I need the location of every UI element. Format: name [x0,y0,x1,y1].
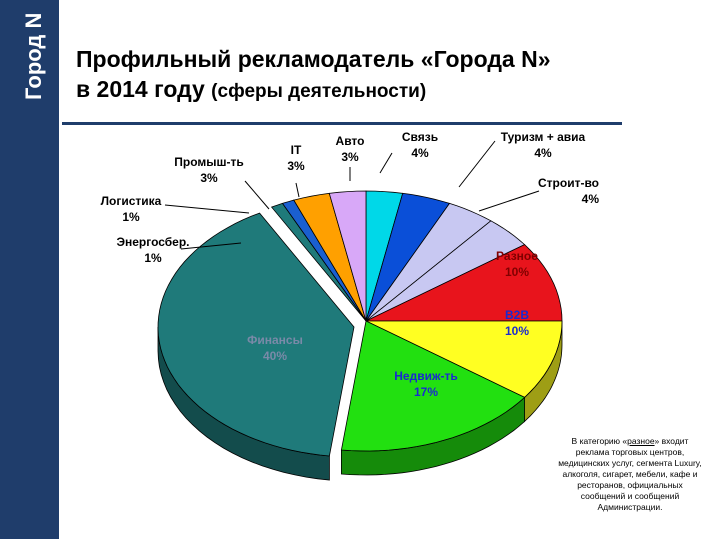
pie-slice-2 [365,202,492,322]
title-line-2-sub: (сферы деятельности) [211,81,427,102]
title-line-2-main: в 2014 году [76,76,212,102]
slice-name-label: Разное [496,249,538,263]
brand-logo-text: Город N [21,12,46,100]
slice-value-label: 10% [505,324,529,338]
pie-slice-4 [365,244,563,322]
pie-slice-11 [328,190,367,322]
slice-value-label: 3% [341,150,359,164]
slice-name-label: Промыш-ть [174,155,244,169]
brand-sidebar: Город N [0,0,59,539]
slice-name-label: Энергосбер. [116,235,189,249]
title-line-1: Профильный рекламодатель «Города N» [76,46,551,72]
slice-name-label: Авто [336,134,365,148]
leader-line-10 [244,180,270,210]
pie-slice-7 [157,212,355,457]
leader-line-1 [379,152,393,174]
slice-name-label: Строит-во [538,176,599,190]
footnote-link[interactable]: разное [627,436,655,446]
footnote-text: » входит реклама торговых центров, медиц… [558,436,702,512]
slice-value-label: 4% [582,192,600,206]
slice-name-label: Связь [402,130,438,144]
slice-value-label: 17% [414,385,438,399]
footnote: В категорию «разное» входит реклама торг… [554,436,706,513]
leader-line-3 [478,190,540,212]
pie-slice-1 [365,192,451,322]
leader-line-11 [295,182,300,198]
pie-slice-6 [340,320,526,452]
slice-name-label: Туризм + авиа [501,130,586,144]
slice-value-label: 1% [122,210,140,224]
pie-slice-3 [365,220,526,322]
pie-slice-5 [365,320,563,398]
slice-name-label: IT [291,143,302,157]
slice-value-label: 1% [144,251,162,265]
slice-value-label: 10% [505,265,529,279]
slice-name-label: Недвиж-ть [394,369,457,383]
slice-name-label: Логистика [101,194,162,208]
slice-value-label: 3% [200,171,218,185]
footnote-prefix: В категорию « [571,436,628,446]
pie-chart: Авто 3% Связь 4% Туризм + авиа 4% Строит-во 4% Р… [101,130,600,481]
slice-name-label: В2В [505,308,529,322]
slice-value-label: 40% [263,349,287,363]
slice-value-label: 4% [411,146,429,160]
slice-name-label: Финансы [247,333,303,347]
leader-line-8 [180,242,242,250]
title-rule [62,122,622,125]
slice-value-label: 4% [534,146,552,160]
page-title: Профильный рекламодатель «Города N» в 20… [76,44,696,107]
slice-value-label: 3% [287,159,305,173]
leader-line-9 [164,204,250,214]
title-line-2: в 2014 году (сферы деятельности) [76,74,696,107]
leader-line-2 [458,140,496,188]
